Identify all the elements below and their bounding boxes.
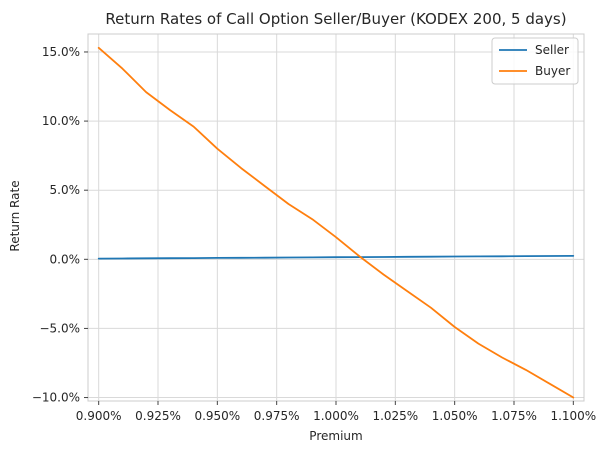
y-tick-label: 0.0% [50, 252, 81, 266]
chart-title: Return Rates of Call Option Seller/Buyer… [105, 10, 566, 28]
x-tick-label: 1.100% [550, 409, 596, 423]
y-tick-label: 5.0% [50, 183, 81, 197]
x-tick-label: 1.025% [372, 409, 418, 423]
x-tick-label: 0.925% [135, 409, 181, 423]
x-tick-label: 0.900% [76, 409, 122, 423]
x-axis-label: Premium [309, 429, 362, 443]
series-line-buyer [97, 46, 575, 399]
y-tick-label: 15.0% [42, 45, 80, 59]
y-tick-label: 10.0% [42, 114, 80, 128]
x-tick-label: 0.950% [194, 409, 240, 423]
y-axis: −10.0% −5.0% 0.0% 5.0% 10.0% 15.0% [32, 45, 88, 405]
legend-label-seller: Seller [535, 43, 569, 57]
x-axis: 0.900% 0.925% 0.950% 0.975% 1.000% 1.025% 1.05… [76, 401, 596, 423]
y-tick-label: −5.0% [39, 321, 80, 335]
y-axis-label: Return Rate [8, 180, 22, 251]
x-tick-label: 1.050% [432, 409, 478, 423]
legend: Seller Buyer [491, 37, 579, 85]
series-line-seller [97, 254, 575, 260]
x-tick-label: 1.000% [313, 409, 359, 423]
legend-label-buyer: Buyer [535, 64, 570, 78]
series-lines [97, 46, 575, 399]
x-tick-label: 1.075% [491, 409, 537, 423]
y-tick-label: −10.0% [32, 391, 80, 405]
x-tick-label: 0.975% [254, 409, 300, 423]
grid-lines [88, 34, 584, 401]
